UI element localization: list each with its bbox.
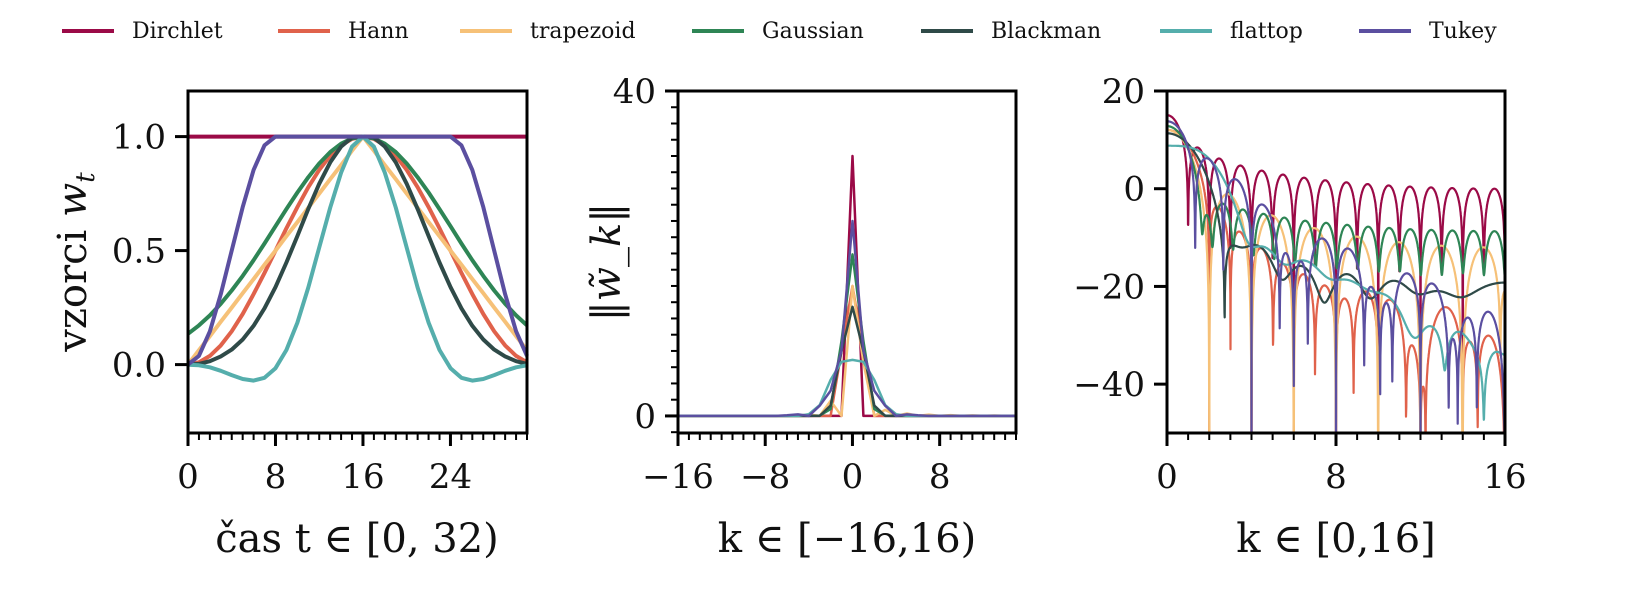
legend-item-tukey: Tukey bbox=[1359, 19, 1497, 44]
x-tick-label: 24 bbox=[429, 457, 472, 497]
series-line-blackman bbox=[187, 134, 528, 367]
legend-item-trapezoid: trapezoid bbox=[460, 19, 636, 44]
legend-item-dirchlet: Dirchlet bbox=[62, 19, 223, 44]
y-axis-label: vzorci wt bbox=[50, 172, 101, 353]
time-domain-chart: 0 8 16 24 0.0 0.5 1.0 vzorci wt čas t ∈ [0, 32… bbox=[50, 89, 529, 562]
series-line-tukey bbox=[678, 219, 1016, 418]
y-tick-label: 40 bbox=[613, 72, 656, 112]
x-tick-label: 8 bbox=[929, 457, 951, 497]
legend-label: flattop bbox=[1230, 19, 1303, 44]
x-tick-label: 0 bbox=[177, 457, 199, 497]
series-line-flattop bbox=[678, 358, 1016, 418]
x-tick-label: 16 bbox=[341, 457, 384, 497]
dft-magnitude-series bbox=[678, 154, 1017, 418]
y-tick-label: −20 bbox=[1073, 267, 1145, 307]
x-tick-label: 16 bbox=[1483, 457, 1526, 497]
series-line-dirchlet bbox=[1167, 114, 1505, 433]
series-line-gaussian bbox=[1167, 124, 1505, 279]
axis-ticks: −16 −8 0 8 0 40 bbox=[613, 72, 1017, 497]
series-line-flattop bbox=[187, 134, 528, 383]
legend: Dirchlet Hann trapezoid Gaussian Blackman fla… bbox=[62, 19, 1497, 44]
axis-ticks: 0 8 16 24 0.0 0.5 1.0 bbox=[112, 118, 528, 497]
y-tick-label: 20 bbox=[1102, 72, 1145, 112]
legend-label: Tukey bbox=[1429, 19, 1497, 44]
legend-label: Hann bbox=[348, 19, 409, 44]
plot-frame bbox=[676, 89, 1018, 435]
legend-item-gaussian: Gaussian bbox=[692, 19, 864, 44]
dft-magnitude-chart: −16 −8 0 8 0 40 ‖w̃_k‖ k ∈ [−16,16) bbox=[584, 72, 1018, 562]
time-domain-series bbox=[186, 134, 529, 383]
series-line-flattop bbox=[1167, 144, 1505, 421]
x-tick-label: −8 bbox=[740, 457, 790, 497]
legend-item-flattop: flattop bbox=[1160, 19, 1303, 44]
x-tick-label: 0 bbox=[842, 457, 864, 497]
series-line-tukey bbox=[186, 134, 529, 367]
x-axis-label: čas t ∈ [0, 32) bbox=[215, 516, 499, 562]
plot-frame bbox=[186, 89, 529, 435]
x-tick-label: 8 bbox=[265, 457, 287, 497]
legend-label: Gaussian bbox=[762, 19, 864, 44]
y-tick-label: 0 bbox=[1123, 170, 1145, 210]
log-spectrum-chart: 0 8 16 −40 −20 0 20 k ∈ [0,16] bbox=[1073, 72, 1526, 562]
legend-label: Blackman bbox=[991, 19, 1101, 44]
y-tick-label: 0.0 bbox=[112, 346, 166, 386]
x-tick-label: 0 bbox=[1156, 457, 1178, 497]
legend-label: Dirchlet bbox=[132, 19, 223, 44]
log-spectrum-series bbox=[1167, 114, 1505, 433]
x-tick-label: −16 bbox=[642, 457, 714, 497]
y-axis-label: ‖w̃_k‖ bbox=[584, 203, 630, 321]
x-axis-label: k ∈ [−16,16) bbox=[718, 516, 977, 562]
series-line-trapezoid bbox=[1167, 128, 1505, 433]
legend-item-hann: Hann bbox=[278, 19, 409, 44]
x-axis-label: k ∈ [0,16] bbox=[1236, 516, 1436, 562]
x-tick-label: 8 bbox=[1325, 457, 1347, 497]
legend-label: trapezoid bbox=[530, 19, 636, 44]
y-tick-label: 0 bbox=[634, 397, 656, 437]
y-tick-label: 0.5 bbox=[112, 232, 166, 272]
axis-ticks: 0 8 16 −40 −20 0 20 bbox=[1073, 72, 1526, 497]
series-line-tukey bbox=[1167, 120, 1505, 433]
y-tick-label: −40 bbox=[1073, 365, 1145, 405]
y-tick-label: 1.0 bbox=[112, 118, 166, 158]
legend-item-blackman: Blackman bbox=[921, 19, 1101, 44]
